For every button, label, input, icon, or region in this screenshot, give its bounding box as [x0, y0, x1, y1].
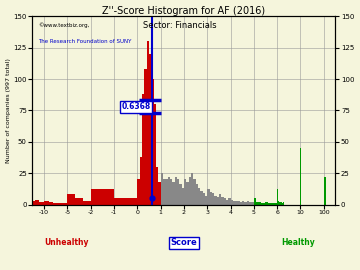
Bar: [265, 202, 268, 204]
Text: Sector: Financials: Sector: Financials: [143, 21, 217, 30]
Bar: [226, 200, 228, 204]
Bar: [252, 202, 254, 204]
Bar: [219, 194, 221, 204]
Bar: [240, 202, 242, 204]
Bar: [193, 180, 195, 204]
Bar: [53, 203, 58, 204]
Bar: [149, 54, 151, 204]
Bar: [181, 188, 184, 204]
Bar: [249, 202, 252, 204]
Bar: [49, 202, 53, 204]
Bar: [58, 203, 63, 204]
Bar: [200, 191, 203, 204]
Bar: [247, 201, 249, 204]
Text: The Research Foundation of SUNY: The Research Foundation of SUNY: [39, 39, 132, 44]
Bar: [191, 173, 193, 204]
Bar: [279, 202, 280, 204]
Bar: [280, 202, 281, 204]
Bar: [282, 203, 283, 204]
Bar: [273, 203, 275, 204]
Bar: [283, 202, 284, 204]
Bar: [39, 202, 44, 204]
Bar: [216, 197, 219, 204]
Bar: [167, 177, 170, 204]
Bar: [230, 200, 233, 204]
Text: Score: Score: [171, 238, 197, 247]
Bar: [30, 201, 35, 204]
Bar: [270, 203, 273, 204]
Bar: [75, 198, 83, 204]
Bar: [177, 180, 179, 204]
Bar: [258, 202, 261, 204]
Bar: [172, 182, 175, 204]
Bar: [268, 203, 270, 204]
Bar: [221, 197, 224, 204]
Bar: [242, 201, 244, 204]
Bar: [205, 196, 207, 204]
Bar: [235, 201, 238, 204]
Bar: [151, 79, 154, 204]
Bar: [195, 184, 198, 204]
Bar: [142, 94, 144, 204]
Bar: [228, 198, 230, 204]
Bar: [277, 190, 278, 204]
Text: Unhealthy: Unhealthy: [45, 238, 89, 247]
Bar: [35, 200, 39, 204]
Bar: [238, 201, 240, 204]
Bar: [154, 104, 156, 204]
Bar: [161, 173, 163, 204]
Y-axis label: Number of companies (997 total): Number of companies (997 total): [5, 58, 10, 163]
Text: ©www.textbiz.org,: ©www.textbiz.org,: [39, 22, 90, 28]
Bar: [163, 180, 165, 204]
Bar: [44, 201, 49, 204]
Bar: [67, 194, 75, 204]
Bar: [278, 201, 279, 204]
Bar: [254, 198, 256, 204]
Text: Healthy: Healthy: [281, 238, 315, 247]
Bar: [263, 203, 265, 204]
Bar: [281, 202, 282, 204]
Bar: [224, 198, 226, 204]
Bar: [324, 177, 326, 204]
Bar: [207, 190, 210, 204]
Bar: [91, 190, 114, 204]
Bar: [137, 180, 140, 204]
Bar: [233, 201, 235, 204]
Bar: [158, 182, 161, 204]
Bar: [114, 198, 137, 204]
Bar: [275, 203, 277, 204]
Bar: [156, 167, 158, 204]
Bar: [184, 180, 186, 204]
Bar: [210, 192, 212, 204]
Bar: [214, 196, 216, 204]
Bar: [175, 177, 177, 204]
Bar: [63, 203, 67, 204]
Bar: [140, 157, 142, 204]
Bar: [294, 203, 295, 204]
Bar: [147, 41, 149, 204]
Bar: [261, 203, 263, 204]
Bar: [189, 177, 191, 204]
Bar: [144, 69, 147, 204]
Text: 0.6368: 0.6368: [122, 102, 151, 111]
Bar: [165, 180, 167, 204]
Bar: [203, 193, 205, 204]
Title: Z''-Score Histogram for AF (2016): Z''-Score Histogram for AF (2016): [102, 6, 265, 16]
Bar: [286, 202, 287, 204]
Bar: [212, 193, 214, 204]
Bar: [83, 201, 91, 204]
Bar: [256, 202, 258, 204]
Bar: [170, 180, 172, 204]
Bar: [179, 184, 181, 204]
Bar: [244, 202, 247, 204]
Bar: [186, 182, 189, 204]
Bar: [198, 188, 200, 204]
